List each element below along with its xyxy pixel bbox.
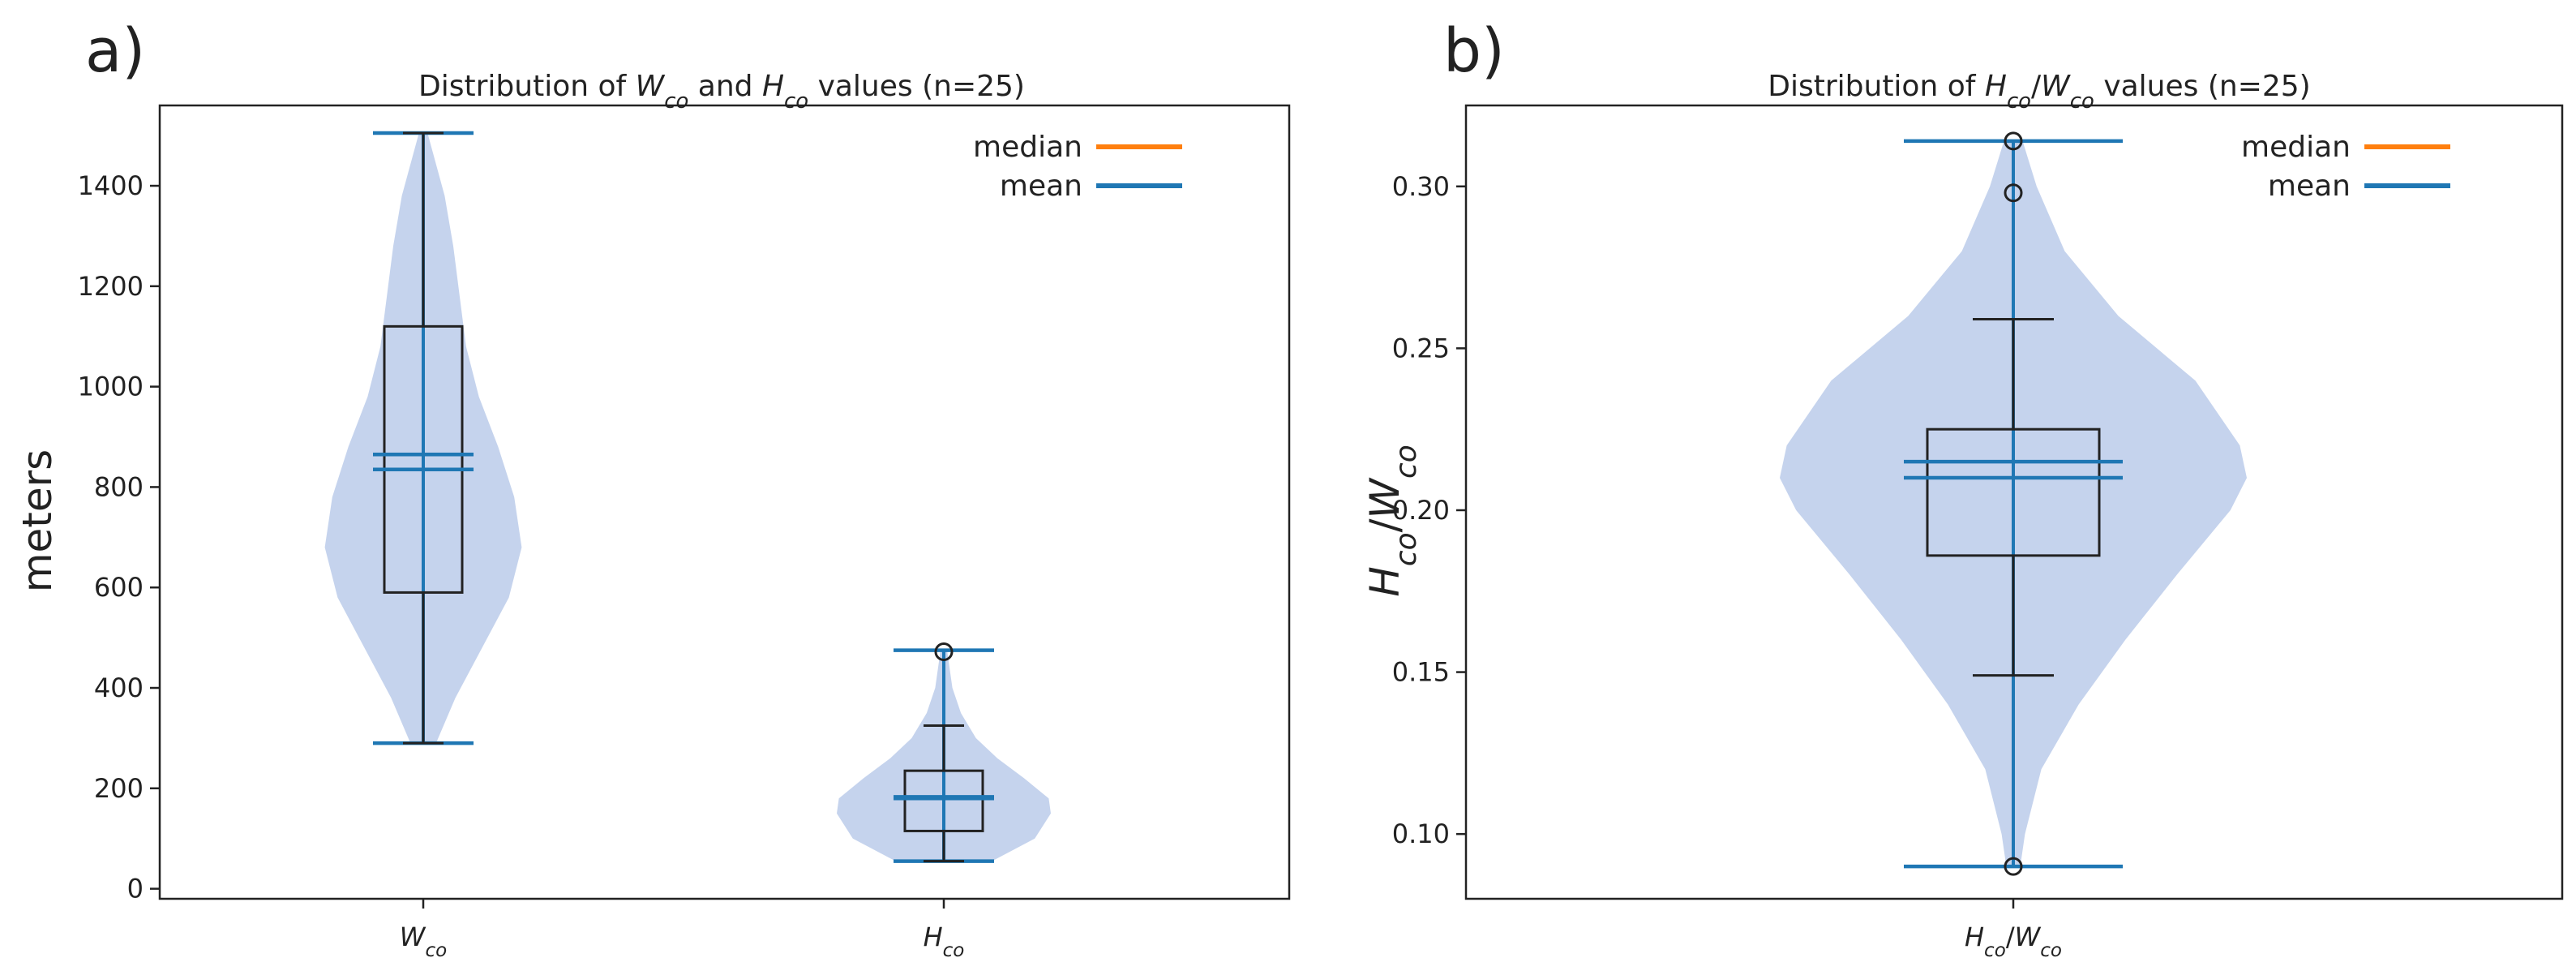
text-part: and	[688, 70, 762, 103]
text-part: W	[636, 70, 666, 103]
text-part: co	[2070, 89, 2094, 114]
text-part: values (n=25)	[808, 70, 1025, 103]
iqr-box	[903, 769, 984, 832]
series-w-co	[324, 131, 522, 745]
legend-label-median: median	[2241, 131, 2351, 164]
y-tick-label: 200	[94, 773, 144, 804]
y-tick-label: 1200	[78, 271, 144, 302]
text-part: W	[2041, 70, 2071, 103]
panel-a-legend: median mean	[973, 131, 1182, 203]
outlier-point	[2004, 131, 2023, 151]
x-tick-label-main: H	[924, 921, 943, 952]
x-tick-label: Wco	[400, 921, 447, 958]
text-part: H	[1361, 566, 1408, 597]
panel-b-legend: median mean	[2241, 131, 2450, 203]
text-part: values (n=25)	[2094, 70, 2311, 103]
panel-a-label: a)	[85, 16, 145, 86]
text-part: H	[762, 70, 784, 103]
x-tick-label-main: W	[400, 921, 426, 952]
panel-a-ylabel: meters	[14, 449, 61, 592]
panel-a-title: Distribution of Wco and Hco values (n=25…	[418, 70, 1025, 114]
y-tick-label: 0.25	[1392, 333, 1450, 363]
outlier-point	[2004, 183, 2023, 203]
x-tick-label: Hco	[924, 921, 965, 958]
text-part: co	[2040, 940, 2062, 958]
y-tick-label: 1400	[78, 170, 144, 201]
iqr-box	[1926, 427, 2101, 557]
panel-b-label: b)	[1443, 16, 1505, 86]
panel-b-ylabel: Hco/Wco	[1361, 445, 1423, 597]
text-part: co	[1390, 532, 1423, 566]
series-h-co-w-co	[1780, 131, 2247, 876]
text-part: /	[2006, 921, 2015, 952]
text-part: /	[2031, 70, 2042, 103]
x-tick-label-sub: co	[425, 940, 447, 958]
series-h-co	[837, 642, 1051, 863]
text-part: co	[664, 89, 688, 114]
outlier-point	[2004, 857, 2023, 876]
iqr-box	[383, 324, 464, 594]
y-tick-label: 0.15	[1392, 657, 1450, 688]
panel-b-title: Distribution of Hco/Wco values (n=25)	[1768, 70, 2310, 114]
y-tick-label: 400	[94, 672, 144, 703]
text-part: /	[1361, 518, 1408, 532]
text-part: co	[2007, 89, 2031, 114]
text-part: H	[1965, 921, 1984, 952]
y-tick-label: 0.10	[1392, 818, 1450, 849]
legend-label-mean: mean	[1000, 170, 1082, 203]
panel-b: b) Distribution of Hco/Wco values (n=25)…	[1361, 16, 2564, 958]
text-part: H	[1985, 70, 2007, 103]
legend-label-mean: mean	[2268, 170, 2351, 203]
y-tick-label: 600	[94, 572, 144, 603]
y-tick-label: 800	[94, 471, 144, 502]
text-part: Distribution of	[418, 70, 636, 103]
panel-a: a) Distribution of Wco and Hco values (n…	[14, 16, 1291, 958]
outlier-point	[934, 642, 954, 661]
text-part: W	[1361, 477, 1408, 518]
text-part: Distribution of	[1768, 70, 1985, 103]
y-tick-label: 0.20	[1392, 495, 1450, 526]
text-part: W	[2015, 921, 2042, 952]
y-tick-label: 0.30	[1392, 171, 1450, 202]
y-tick-label: 0	[127, 874, 144, 904]
axes-frame	[1464, 104, 2564, 900]
x-tick-label: Hco/Wco	[1965, 921, 2062, 958]
x-tick-label-sub: co	[943, 940, 965, 958]
axes-frame	[158, 104, 1291, 900]
legend-label-median: median	[973, 131, 1082, 164]
y-tick-label: 1000	[78, 372, 144, 402]
text-part: co	[784, 89, 808, 114]
text-part: co	[1984, 940, 2006, 958]
text-part: co	[1390, 445, 1423, 479]
